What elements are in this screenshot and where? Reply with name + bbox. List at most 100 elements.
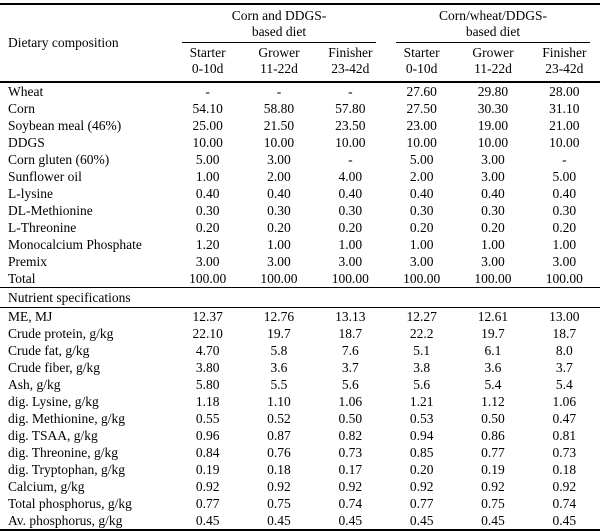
table-row: L-Threonine 0.20 0.20 0.20 0.20 0.20 0.20 (0, 219, 600, 236)
value-cell: 100.00 (474, 271, 512, 286)
table-row: dig. Methionine, g/kg 0.55 0.52 0.50 0.53 0.5… (0, 410, 600, 427)
phase-days: 23-42d (545, 61, 584, 76)
row-label: Calcium, g/kg (8, 479, 85, 494)
value-cell: 27.60 (406, 84, 437, 99)
table-row: Total phosphorus, g/kg 0.77 0.75 0.74 0.77 0.… (0, 495, 600, 512)
value-cell: 100.00 (189, 271, 227, 286)
value-cell: 0.40 (409, 186, 434, 201)
value-cell: 1.00 (481, 237, 505, 252)
row-label: Crude protein, g/kg (8, 326, 114, 341)
phase-name: Starter (189, 45, 226, 60)
group-header-corn-ddgs: Corn and DDGS-based diet (172, 4, 386, 43)
row-label: Ash, g/kg (8, 377, 61, 392)
value-cell: - (205, 84, 210, 99)
phase-name: Grower (472, 45, 514, 60)
table-row: Crude protein, g/kg 22.10 19.7 18.7 22.2 19.7… (0, 325, 600, 342)
value-cell: 21.50 (263, 118, 295, 133)
value-cell: 0.45 (481, 513, 505, 528)
value-cell: 0.92 (267, 479, 291, 494)
value-cell: 6.1 (484, 343, 502, 358)
value-cell: - (348, 84, 353, 99)
value-cell: 0.77 (195, 496, 220, 511)
value-cell: 100.00 (260, 271, 298, 286)
row-label: Av. phosphorus, g/kg (8, 513, 123, 528)
value-cell: 10.00 (477, 135, 509, 150)
value-cell: 54.10 (192, 101, 223, 116)
value-cell: 19.7 (481, 326, 505, 341)
phase-header-finisher-1: Finisher 23-42d (314, 43, 386, 83)
phase-name: Grower (258, 45, 300, 60)
value-cell: 100.00 (331, 271, 369, 286)
value-cell: 1.00 (338, 237, 363, 252)
row-label: L-lysine (8, 186, 53, 201)
section-header-row: Nutrient specifications (0, 287, 600, 308)
value-cell: 4.70 (195, 343, 220, 358)
value-cell: 0.77 (409, 496, 434, 511)
value-cell: 1.00 (195, 169, 220, 184)
row-label: Monocalcium Phosphate (8, 237, 142, 252)
row-label: Corn (8, 101, 35, 116)
value-cell: 0.20 (409, 462, 434, 477)
value-cell: 8.0 (555, 343, 573, 358)
row-label: dig. TSAA, g/kg (8, 428, 98, 443)
value-cell: 3.7 (555, 360, 573, 375)
value-cell: 3.00 (267, 254, 291, 269)
value-cell: 0.40 (481, 186, 505, 201)
value-cell: 3.00 (195, 254, 220, 269)
value-cell: 5.4 (555, 377, 573, 392)
value-cell: 0.45 (267, 513, 291, 528)
nutrients-section: ME, MJ 12.37 12.76 13.13 12.27 12.61 13.00 Crud… (0, 308, 600, 531)
value-cell: 0.40 (267, 186, 291, 201)
value-cell: 12.37 (192, 309, 223, 324)
table-row: Total 100.00 100.00 100.00 100.00 100.00 100.0… (0, 270, 600, 288)
value-cell: 25.00 (192, 118, 223, 133)
value-cell: 10.00 (263, 135, 295, 150)
phase-header-row: Starter 0-10d Grower 11-22d Finisher 23-42d… (0, 43, 600, 83)
value-cell: 0.92 (195, 479, 220, 494)
value-cell: - (348, 152, 353, 167)
value-cell: 0.76 (267, 445, 291, 460)
table-row: DL-Methionine 0.30 0.30 0.30 0.30 0.30 0.30 (0, 202, 600, 219)
phase-header-starter-2: Starter 0-10d (385, 43, 458, 83)
value-cell: 58.80 (263, 101, 295, 116)
value-cell: 0.77 (481, 445, 505, 460)
value-cell: 0.47 (552, 411, 577, 426)
row-label: L-Threonine (8, 220, 77, 235)
value-cell: 3.00 (267, 152, 291, 167)
value-cell: 3.00 (481, 169, 505, 184)
value-cell: 0.75 (481, 496, 505, 511)
value-cell: 0.74 (552, 496, 577, 511)
value-cell: 0.50 (481, 411, 505, 426)
value-cell: 0.75 (267, 496, 291, 511)
section-header-label: Nutrient specifications (0, 287, 600, 308)
value-cell: 100.00 (403, 271, 441, 286)
col-header-dietary-composition: Dietary composition (0, 4, 172, 83)
value-cell: 18.7 (338, 326, 363, 341)
row-label: Total (8, 271, 36, 286)
row-label: dig. Lysine, g/kg (8, 394, 99, 409)
value-cell: 30.30 (477, 101, 509, 116)
row-label: Corn gluten (60%) (8, 152, 110, 167)
row-label: Wheat (8, 84, 44, 99)
value-cell: 3.00 (481, 152, 505, 167)
diet-composition-table: Dietary composition Corn and DDGS-based … (0, 3, 600, 531)
value-cell: 0.40 (552, 186, 577, 201)
value-cell: 10.00 (549, 135, 580, 150)
group-header-row: Dietary composition Corn and DDGS-based … (0, 4, 600, 83)
phase-days: 11-22d (474, 61, 512, 76)
value-cell: 0.45 (338, 513, 363, 528)
value-cell: 5.6 (341, 377, 359, 392)
value-cell: 0.20 (481, 220, 505, 235)
value-cell: 1.00 (267, 237, 291, 252)
value-cell: 1.06 (338, 394, 363, 409)
value-cell: 10.00 (335, 135, 366, 150)
row-label: Crude fat, g/kg (8, 343, 90, 358)
value-cell: 0.30 (481, 203, 505, 218)
table-row: Soybean meal (46%) 25.00 21.50 23.50 23.00 19… (0, 117, 600, 134)
value-cell: 0.92 (552, 479, 577, 494)
value-cell: 0.45 (552, 513, 577, 528)
row-label: Premix (8, 254, 47, 269)
row-label: Crude fiber, g/kg (8, 360, 101, 375)
table-row: DDGS 10.00 10.00 10.00 10.00 10.00 10.00 (0, 134, 600, 151)
group-title-line2: based diet (465, 24, 521, 39)
